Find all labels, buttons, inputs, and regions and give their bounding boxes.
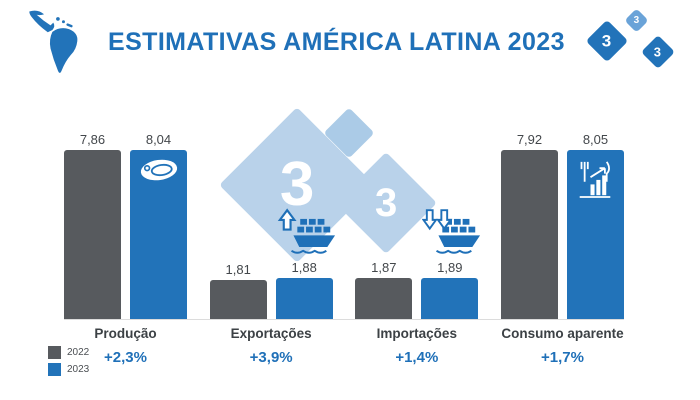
value-label-consumo-2023: 8,05 [582,132,609,147]
category-label-producao: Produção [94,326,157,341]
bar-group-importacoes: 1,87 1,89 Importações +1,4% [355,132,481,366]
page-title: ESTIMATIVAS AMÉRICA LATINA 2023 [108,28,565,56]
arrow-up-icon [277,208,297,231]
legend-item-2022: 2022 [48,346,89,359]
logo-diamond-2: 3 [624,8,649,33]
value-label-importacoes-2022: 1,87 [371,260,397,276]
bar-group-consumo: 7,92 8,05 Consumo aparent [500,132,624,366]
category-label-consumo: Consumo aparente [501,326,624,341]
logo-digit: 3 [602,31,612,51]
legend-swatch-2023 [48,363,61,376]
cargo-ship-down-arrows-icon [422,209,481,254]
category-label-exportacoes: Exportações [230,326,312,341]
logo-diamond-3: 3 [641,35,675,69]
logo-333: 3 3 3 [585,8,682,76]
legend-swatch-2022 [48,346,61,359]
steak-icon [140,159,177,181]
arrow-down-icon [436,209,453,231]
bar-exportacoes-2023 [275,278,333,319]
bar-producao-2022 [64,150,121,319]
delta-label-importacoes: +1,4% [395,349,439,366]
cargo-ship-up-arrow-icon [277,208,335,254]
legend-label-2022: 2022 [67,347,90,358]
bar-exportacoes-2022 [209,279,267,319]
bar-consumo-2022 [500,150,558,319]
bar-producao-2023 [130,150,187,319]
food-scale-utensils-icon [580,161,611,198]
bar-group-exportacoes: 1,81 1,88 Exportações +3,9% [209,132,335,366]
legend: 2022 2023 [48,346,89,376]
value-label-exportacoes-2022: 1,81 [225,261,251,277]
logo-diamond-1: 3 [585,19,629,63]
delta-label-producao: +2,3% [104,349,147,366]
value-label-exportacoes-2023: 1,88 [291,260,317,276]
category-label-importacoes: Importações [376,326,457,341]
delta-label-exportacoes: +3,9% [249,349,293,366]
value-label-consumo-2022: 7,92 [516,132,543,147]
arrow-down-icon [422,209,439,231]
bar-chart: 7,86 8,04 Produção +2,3% [64,132,624,366]
legend-label-2023: 2023 [67,364,90,375]
logo-digit: 3 [633,14,640,26]
bar-importacoes-2022 [355,278,413,319]
latin-america-map-icon [29,10,78,73]
legend-item-2023: 2023 [48,363,89,376]
value-label-importacoes-2023: 1,89 [437,259,463,275]
bar-consumo-2023 [566,150,624,319]
bar-group-producao: 7,86 8,04 Produção +2,3% [64,132,187,366]
value-label-producao-2023: 8,04 [145,132,172,147]
bar-importacoes-2023 [421,277,479,319]
value-label-producao-2022: 7,86 [79,132,106,147]
delta-label-consumo: +1,7% [540,349,584,366]
logo-digit: 3 [654,44,662,60]
